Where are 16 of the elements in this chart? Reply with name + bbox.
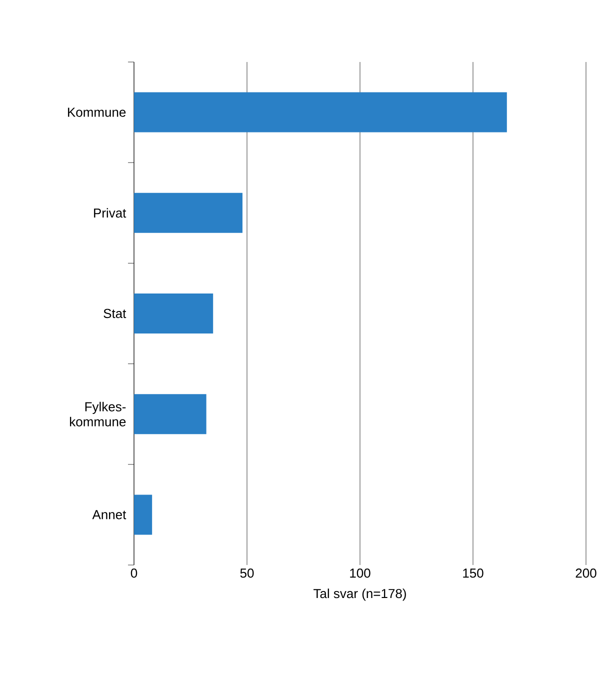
x-tick-label: 0 (130, 568, 138, 578)
bar (134, 294, 214, 334)
x-tick-label: 150 (463, 568, 484, 578)
y-tick-label: Annet (92, 510, 126, 520)
y-tick-label: Privat (94, 208, 126, 218)
y-tick-label: Fylkes-kommune (70, 402, 126, 426)
x-tick-label: 50 (240, 568, 254, 578)
bar (134, 92, 507, 132)
x-tick-label: 100 (350, 568, 370, 578)
y-tick-label: Kommune (68, 108, 126, 117)
bar (134, 192, 242, 233)
bar (134, 394, 206, 434)
x-tick-label: 200 (576, 568, 596, 578)
x-axis-title: Tal svar (n=178) (314, 588, 406, 601)
y-tick-label: Stat (104, 308, 126, 318)
bar (134, 494, 152, 535)
